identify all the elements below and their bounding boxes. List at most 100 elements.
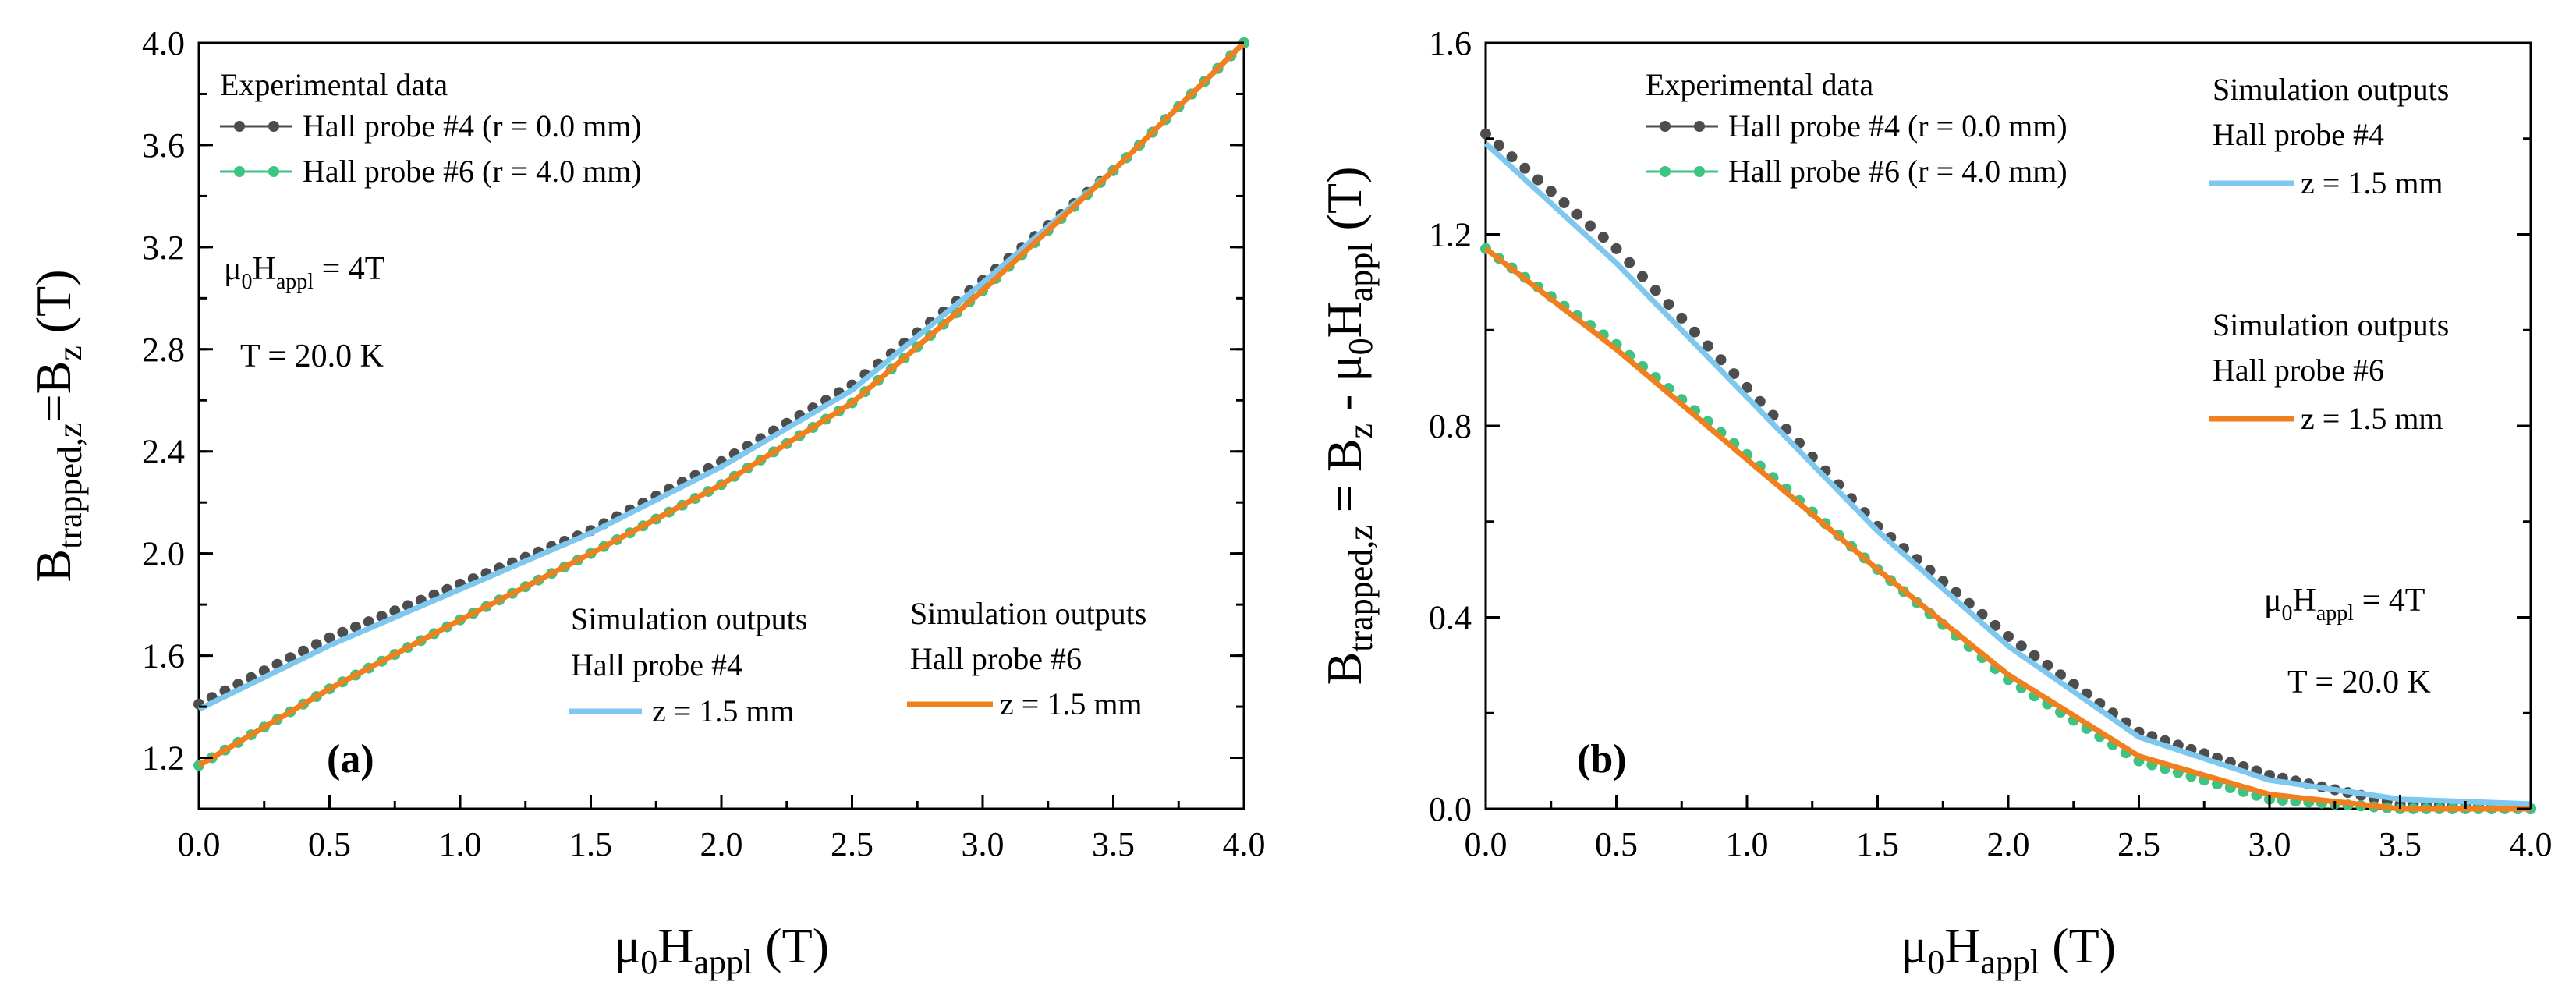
- chart-b-x-axis-label: μ0Happl (T): [1901, 918, 2116, 981]
- chart-a-sim6-title: Simulation outputs: [910, 596, 1146, 631]
- chart-b-legend-exp-item-2: Hall probe #6 (r = 4.0 mm): [1646, 154, 2068, 189]
- chart-b-series-0-point: [1610, 243, 1622, 254]
- chart-a-x-tick-label: 0.0: [178, 825, 221, 863]
- chart-b-series-0-point: [1663, 299, 1674, 310]
- chart-a-x-tick-label: 3.0: [962, 825, 1005, 863]
- chart-b-series-0-point: [1480, 128, 1491, 140]
- chart-a-legend-exp-title: Experimental data: [220, 67, 448, 102]
- chart-b-temp-note: T = 20.0 K: [2287, 665, 2431, 700]
- chart-b-series-0-point: [1676, 312, 1688, 324]
- chart-b-series-2-line: [1483, 141, 2532, 807]
- chart-a-y-tick-label: 4.0: [142, 24, 185, 62]
- chart-b-ticks: 0.0 0.5 1.0 1.5 2.0 2.5 3.0 3.5 4.0 0.0 0.4 0.8 1.2 1…: [1429, 24, 2553, 863]
- chart-b-series-0-point: [1597, 232, 1609, 243]
- chart-a: 0.0 0.5 1.0 1.5 2.0 2.5 3.0 3.5 4.0 1.2 1.6 2.0 2.4 2…: [26, 24, 1266, 981]
- chart-b-series-0-point: [1715, 354, 1727, 366]
- chart-b-y-tick-label: 0.4: [1429, 599, 1472, 637]
- chart-b-x-tick-label: 1.0: [1726, 825, 1769, 863]
- chart-b-x-tick-label: 3.5: [2379, 825, 2422, 863]
- chart-b-legend-marker-probe4: [1660, 121, 1671, 132]
- chart-b-y-tick-label: 1.2: [1429, 216, 1472, 254]
- chart-b-y-tick-label: 1.6: [1429, 24, 1472, 62]
- chart-a-legend-label-probe6: Hall probe #6 (r = 4.0 mm): [303, 154, 642, 189]
- chart-a-legend-marker-probe6b: [268, 166, 279, 177]
- chart-a-series-0-point: [350, 621, 361, 633]
- chart-a-y-axis-label: Btrapped,z=Bz (T): [26, 269, 89, 582]
- chart-b-legend-exp-title: Experimental data: [1646, 67, 1873, 102]
- chart-a-legend-marker-probe4: [234, 121, 245, 132]
- chart-b-field-note: μ0Happl = 4T: [2264, 583, 2425, 626]
- chart-b-sim4-title: Simulation outputs: [2213, 72, 2449, 107]
- chart-a-legend-label-probe4: Hall probe #4 (r = 0.0 mm): [303, 108, 642, 144]
- chart-b-sim6-probe: Hall probe #6: [2213, 353, 2384, 388]
- chart-b-legend-label-probe4: Hall probe #4 (r = 0.0 mm): [1728, 108, 2068, 144]
- chart-a-y-tick-label: 3.6: [142, 126, 185, 165]
- chart-b-y-tick-label: 0.0: [1429, 790, 1472, 828]
- chart-b-series-0-point: [1545, 186, 1557, 197]
- chart-b-legend-sim-probe4: Simulation outputs Hall probe #4 z = 1.5…: [2209, 72, 2449, 200]
- chart-a-y-tick-label: 1.2: [142, 739, 185, 778]
- chart-b-series-0-point: [1571, 208, 1583, 220]
- chart-a-legend-sim-probe4: Simulation outputs Hall probe #4 z = 1.5…: [569, 601, 807, 728]
- chart-a-y-tick-label: 1.6: [142, 637, 185, 675]
- chart-b-x-tick-label: 0.5: [1595, 825, 1638, 863]
- chart-b-series-0-point: [1728, 368, 1740, 380]
- chart-a-x-tick-label: 4.0: [1223, 825, 1266, 863]
- chart-a-series-0-point: [324, 632, 335, 643]
- chart-a-x-tick-label: 2.5: [831, 825, 873, 863]
- chart-a-series: [193, 37, 1249, 771]
- chart-b-series-0-point: [1990, 619, 2001, 631]
- chart-a-field-note: μ0Happl = 4T: [224, 251, 384, 294]
- chart-b-series-0-point: [1506, 151, 1518, 163]
- chart-b-series-0-point: [1689, 326, 1700, 338]
- chart-b-x-tick-label: 2.5: [2117, 825, 2160, 863]
- chart-a-x-tick-label: 2.0: [700, 825, 743, 863]
- chart-a-sim4-probe: Hall probe #4: [571, 647, 742, 682]
- chart-a-y-tick-label: 2.0: [142, 535, 185, 573]
- chart-a-temp-note: T = 20.0 K: [240, 338, 384, 374]
- chart-b-x-tick-label: 0.0: [1465, 825, 1508, 863]
- chart-b-legend-sim-probe6: Simulation outputs Hall probe #6 z = 1.5…: [2209, 307, 2449, 436]
- chart-b-sim6-title: Simulation outputs: [2213, 307, 2449, 342]
- chart-a-panel-label: (a): [327, 737, 374, 782]
- chart-a-sim4-title: Simulation outputs: [571, 601, 807, 636]
- chart-b-series-0-point: [1702, 340, 1713, 352]
- chart-b-series-0-point: [1624, 257, 1635, 268]
- chart-b-y-tick-label: 0.8: [1429, 407, 1472, 445]
- chart-b-legend-exp-item-1: Hall probe #4 (r = 0.0 mm): [1646, 108, 2068, 144]
- chart-a-sim4-label: z = 1.5 mm: [652, 693, 795, 728]
- chart-b-x-tick-label: 4.0: [2510, 825, 2553, 863]
- chart-a-series-3-line: [197, 41, 1246, 768]
- chart-b-series-0-point: [2003, 631, 2014, 642]
- chart-b: 0.0 0.5 1.0 1.5 2.0 2.5 3.0 3.5 4.0 0.0 0.4 0.8 1.2 1…: [1316, 24, 2553, 981]
- chart-b-series-0-point: [1558, 197, 1570, 208]
- chart-b-series-0-markers: [1480, 128, 2536, 814]
- chart-b-series-0-point: [1649, 285, 1661, 296]
- chart-b-series-0-point: [1519, 162, 1531, 174]
- chart-a-x-tick-label: 3.5: [1092, 825, 1135, 863]
- chart-a-x-tick-label: 1.5: [569, 825, 612, 863]
- chart-a-x-tick-label: 1.0: [439, 825, 482, 863]
- chart-b-series-0-point: [2015, 640, 2027, 652]
- chart-b-series-3-line: [1483, 246, 2531, 812]
- chart-a-series-0-point: [310, 639, 322, 650]
- chart-b-series: [1480, 128, 2536, 814]
- chart-b-legend-marker-probe4b: [1694, 121, 1705, 132]
- chart-a-legend-marker-probe4b: [268, 121, 279, 132]
- chart-b-legend-marker-probe6b: [1694, 166, 1705, 177]
- chart-a-sim6-label: z = 1.5 mm: [1000, 686, 1143, 721]
- chart-b-series-0-point: [1637, 271, 1648, 282]
- chart-b-x-tick-label: 3.0: [2248, 825, 2291, 863]
- chart-a-series-0-point: [337, 626, 349, 638]
- chart-b-series-0-point: [1585, 220, 1596, 232]
- chart-a-y-tick-label: 2.8: [142, 331, 185, 369]
- chart-b-series-0-point: [2042, 659, 2053, 671]
- chart-b-series-0-point: [1493, 140, 1504, 151]
- chart-a-x-tick-label: 0.5: [308, 825, 351, 863]
- chart-b-series-0-point: [1742, 381, 1752, 393]
- chart-a-legend-exp-item-2: Hall probe #6 (r = 4.0 mm): [220, 154, 642, 189]
- chart-b-series-0-point: [2029, 650, 2040, 661]
- chart-b-legend-marker-probe6: [1660, 166, 1671, 177]
- chart-b-x-tick-label: 2.0: [1987, 825, 2030, 863]
